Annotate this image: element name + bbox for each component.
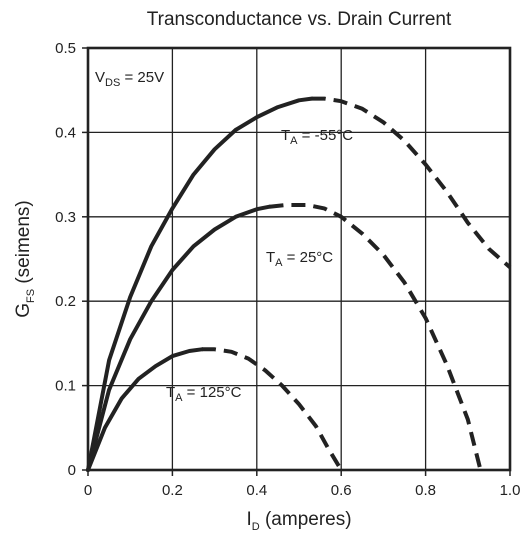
series-neg55-dashed-line [311, 96, 512, 269]
x-tick-label: 0 [84, 482, 92, 499]
x-axis-label: ID (amperes) [246, 509, 351, 533]
curves [86, 96, 512, 472]
series-label-125: TA = 125°C [166, 384, 242, 404]
x-tick-label: 0.2 [162, 482, 183, 499]
x-tick-label: 0.6 [331, 482, 352, 499]
y-tick-label: 0.4 [55, 124, 76, 141]
series-neg55-solid-line [86, 96, 314, 472]
y-tick-label: 0.2 [55, 293, 76, 310]
x-tick-label: 0.4 [246, 482, 267, 499]
series-label-neg55: TA = -55°C [281, 127, 353, 147]
y-tick-label: 0 [68, 462, 76, 479]
y-axis-label: GFS (seimens) [13, 200, 37, 318]
condition-label: VDS = 25V [95, 69, 164, 89]
series-25-solid-line [86, 204, 272, 472]
y-tick-label: 0.1 [55, 378, 76, 395]
x-tick-label: 1.0 [500, 482, 521, 499]
x-tick-label: 0.8 [415, 482, 436, 499]
series-125-solid-line [86, 347, 204, 472]
series-label-25: TA = 25°C [266, 249, 333, 269]
y-tick-label: 0.5 [55, 40, 76, 57]
axis-ticks: 0 0.2 0.4 0.6 0.8 1.0 0 0.1 0.2 0.3 0.4 0.5 [55, 40, 520, 499]
y-tick-label: 0.3 [55, 209, 76, 226]
chart-title: Transconductance vs. Drain Current [147, 9, 452, 30]
plot-frame [86, 46, 512, 472]
series-125-dashed-line [201, 347, 343, 472]
series-25-dashed-line [269, 203, 483, 471]
